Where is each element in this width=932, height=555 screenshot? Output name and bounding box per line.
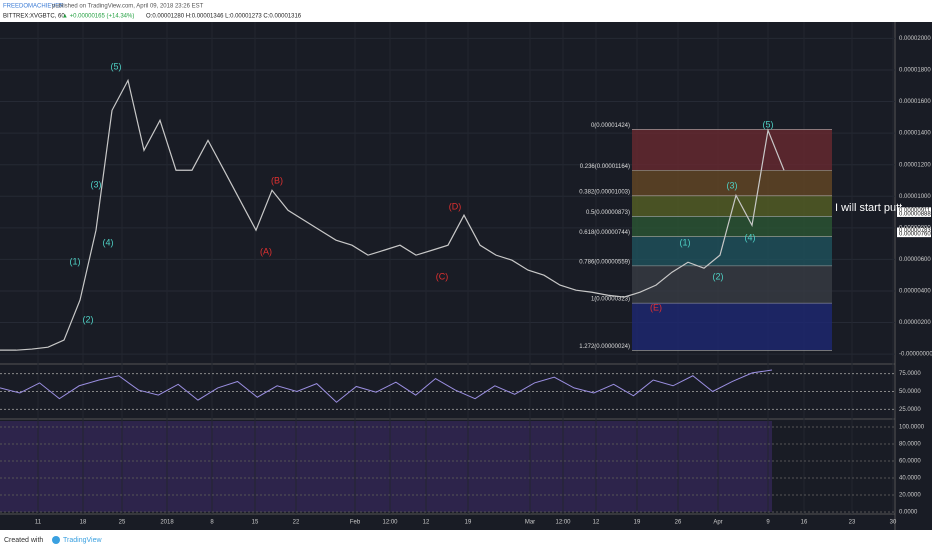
- rsi-tick-label: 25.0000: [899, 407, 921, 413]
- x-tick-label: 15: [252, 520, 259, 526]
- x-tick-label: 26: [675, 520, 682, 526]
- x-tick-label: 19: [634, 520, 641, 526]
- wave-label: (1): [680, 237, 691, 247]
- wave-label: (4): [745, 232, 756, 242]
- wave-label: (E): [650, 302, 662, 312]
- x-tick-label: 18: [80, 520, 87, 526]
- price-tag-label: 0.00000783: [899, 228, 931, 234]
- published: published on TradingView.com, April 09, …: [52, 4, 204, 10]
- rsi-line: [0, 369, 773, 403]
- fib-band: [632, 236, 832, 266]
- stoch-area: [0, 421, 772, 512]
- x-tick-label: 19: [465, 520, 472, 526]
- stoch-tick-label: 20.0000: [899, 493, 921, 499]
- fib-label: 0.5(0.00000873): [586, 210, 630, 216]
- x-tick-label: Apr: [713, 520, 722, 526]
- price-line: [0, 78, 785, 351]
- wave-label: (3): [727, 180, 738, 190]
- x-tick-label: 8: [210, 520, 214, 526]
- x-tick-label: 12:00: [382, 520, 398, 526]
- price-tag: [897, 227, 931, 234]
- wave-label: (1): [70, 256, 81, 266]
- fib-band: [632, 170, 832, 196]
- y-tick-label: 0.00000400: [899, 289, 931, 295]
- x-tick-label: 22: [293, 520, 300, 526]
- x-tick-label: Mar: [525, 520, 535, 526]
- x-tick-label: 30: [890, 520, 897, 526]
- y-tick-label: 0.00001200: [899, 162, 931, 168]
- wave-label: (B): [271, 175, 283, 185]
- fib-band: [632, 265, 832, 304]
- y-tick-label: -0.00000000: [899, 352, 932, 358]
- wave-label: (C): [436, 271, 449, 281]
- price-tag: [897, 207, 931, 214]
- footer-bar: [0, 530, 932, 550]
- footer-brand: TradingView: [63, 537, 102, 544]
- x-tick-label: 23: [849, 520, 856, 526]
- price-tag-label: 0.00000888: [899, 212, 931, 218]
- x-tick-label: 2018: [160, 520, 174, 526]
- x-tick-label: Feb: [350, 520, 361, 526]
- wave-label: (2): [83, 314, 94, 324]
- wave-label: (2): [713, 271, 724, 281]
- stoch-tick-label: 60.0000: [899, 459, 921, 465]
- fib-label: 1.272(0.00000024): [579, 344, 630, 350]
- wave-label: (A): [260, 246, 272, 256]
- fib-band: [632, 195, 832, 217]
- x-tick-label: 12: [423, 520, 430, 526]
- fib-label: 1(0.00000323): [591, 297, 630, 303]
- y-tick-label: 0.00001400: [899, 131, 931, 137]
- stoch-tick-label: 80.0000: [899, 442, 921, 448]
- fib-band: [632, 303, 832, 351]
- x-tick-label: 9: [766, 520, 770, 526]
- fib-label: 0.786(0.00000559): [579, 259, 630, 265]
- annotation: I will start putt: [835, 202, 902, 214]
- footer-created: Created with: [4, 537, 43, 544]
- wave-label: (D): [449, 201, 462, 211]
- rsi-tick-label: 50.0000: [899, 389, 921, 395]
- change: ▲ +0.00000165 (+14.34%): [62, 14, 134, 20]
- x-tick-label: 16: [801, 520, 808, 526]
- logo: [52, 536, 60, 544]
- fib-band: [632, 216, 832, 237]
- wave-label: (5): [111, 61, 122, 71]
- x-tick-label: 12:00: [555, 520, 571, 526]
- price-tag: [897, 210, 931, 217]
- stoch-tick-label: 40.0000: [899, 476, 921, 482]
- wave-label: (3): [91, 179, 102, 189]
- fib-band: [632, 129, 832, 171]
- y-tick-label: 0.00000600: [899, 257, 931, 263]
- fib-label: 0(0.00001424): [591, 123, 630, 129]
- fib-label: 0.236(0.00001164): [580, 164, 630, 170]
- price-tag-label: 0.00000760: [899, 232, 931, 238]
- rsi-tick-label: 75.0000: [899, 371, 921, 377]
- y-tick-label: 0.00001000: [899, 194, 931, 200]
- fib-label: 0.382(0.00001003): [579, 189, 630, 195]
- x-tick-label: 12: [593, 520, 600, 526]
- symbol: BITTREX:XVGBTC, 60: [3, 14, 65, 20]
- stoch-tick-label: 100.0000: [899, 425, 925, 431]
- y-tick-label: 0.00001600: [899, 99, 931, 105]
- ohlc: O:0.00001280 H:0.00001346 L:0.00001273 C…: [146, 14, 302, 20]
- y-tick-label: 0.00002000: [899, 36, 931, 42]
- x-tick-label: 11: [35, 520, 42, 526]
- wave-label: (4): [103, 237, 114, 247]
- wave-label: (5): [763, 119, 774, 129]
- header-bar: [0, 0, 932, 22]
- y-tick-label: 0.00000200: [899, 320, 931, 326]
- price-tag: [897, 231, 931, 238]
- fib-label: 0.618(0.00000744): [579, 230, 630, 236]
- author: FREEDOMACHIEVER: [3, 4, 64, 10]
- y-tick-label: 0.00001800: [899, 68, 931, 74]
- x-tick-label: 25: [119, 520, 126, 526]
- stoch-tick-label: 0.0000: [899, 510, 918, 516]
- price-tag-label: 0.00000911: [899, 208, 931, 214]
